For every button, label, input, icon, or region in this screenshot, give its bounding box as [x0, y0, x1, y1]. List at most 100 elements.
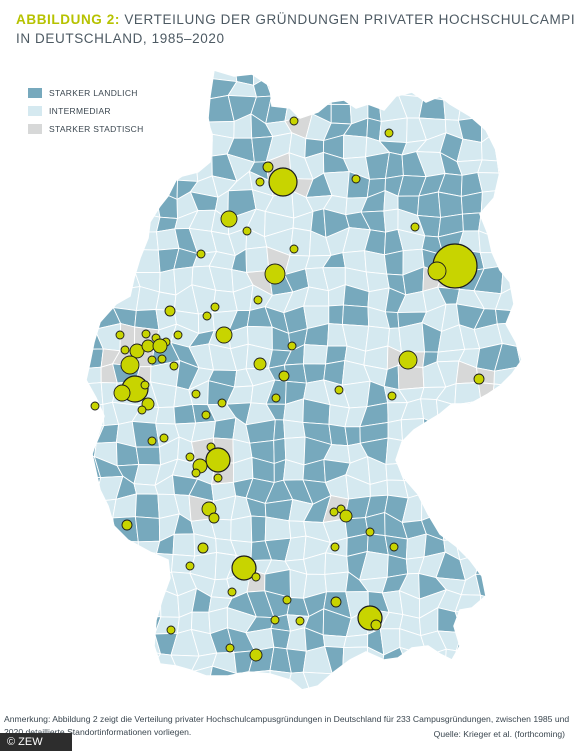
region-tile: [420, 457, 440, 485]
campus-marker: [185, 452, 195, 462]
region-tile: [341, 646, 369, 676]
region-tile: [397, 364, 425, 391]
region-tile: [86, 228, 103, 257]
region-tile: [437, 498, 464, 518]
region-tile: [420, 436, 447, 459]
region-tile: [246, 684, 272, 690]
region-tile: [502, 252, 516, 270]
region-tile: [480, 532, 497, 561]
region-tile: [455, 686, 484, 690]
campus-marker: [169, 361, 179, 371]
campus-marker: [137, 405, 147, 415]
region-tile: [383, 208, 399, 233]
region-tile: [86, 551, 104, 577]
campus-marker: [370, 619, 382, 631]
region-tile: [112, 212, 142, 237]
region-tile: [494, 308, 522, 325]
region-tile: [476, 687, 504, 690]
campus-marker: [295, 616, 305, 626]
region-tile: [113, 611, 136, 630]
legend-swatch-intermediate: [28, 106, 42, 116]
region-tile: [511, 116, 522, 135]
region-tile: [437, 423, 457, 448]
campus-marker: [166, 625, 176, 635]
region-tile: [477, 667, 504, 690]
region-tile: [177, 78, 191, 105]
region-tile: [86, 652, 103, 671]
region-tile: [325, 684, 349, 690]
region-tile: [189, 98, 209, 123]
region-tile: [454, 516, 485, 540]
region-tile: [473, 628, 501, 652]
region-tile: [364, 688, 389, 690]
region-tile: [230, 515, 253, 543]
campus-marker: [120, 355, 140, 375]
region-tile: [386, 685, 408, 690]
region-tile: [171, 103, 192, 121]
region-tile: [385, 437, 404, 465]
region-tile: [495, 614, 516, 630]
region-tile: [86, 306, 98, 330]
region-tile: [498, 189, 521, 220]
campus-marker: [473, 373, 485, 385]
region-tile: [86, 266, 102, 295]
region-tile: [512, 455, 522, 481]
region-tile: [455, 442, 484, 467]
region-tile: [114, 152, 139, 179]
campus-marker: [120, 345, 130, 355]
campus-marker: [278, 370, 290, 382]
campus-marker: [147, 355, 157, 365]
region-tile: [462, 481, 483, 504]
campus-marker: [330, 596, 342, 608]
region-tile: [101, 228, 122, 258]
region-tile: [322, 634, 347, 649]
region-tile: [518, 173, 522, 199]
region-tile: [459, 70, 485, 82]
region-tile: [177, 70, 195, 80]
region-tile: [86, 501, 98, 519]
region-tile: [283, 419, 306, 439]
campus-marker: [220, 210, 238, 228]
region-tile: [194, 685, 212, 690]
campus-marker: [202, 311, 212, 321]
region-tile: [482, 79, 503, 105]
region-tile: [343, 684, 369, 690]
campus-marker: [191, 468, 201, 478]
region-tile: [133, 483, 159, 495]
region-tile: [459, 461, 483, 484]
legend-swatch-urban: [28, 124, 42, 134]
region-tile: [99, 555, 124, 581]
region-tile: [177, 133, 197, 161]
region-tile: [518, 193, 522, 220]
region-tile: [399, 646, 428, 677]
region-tile: [86, 615, 104, 632]
region-tile: [512, 516, 522, 539]
campus-marker: [389, 542, 399, 552]
region-tile: [482, 417, 504, 444]
region-tile: [86, 683, 104, 690]
region-tile: [511, 590, 522, 617]
campus-marker: [365, 527, 375, 537]
region-tile: [98, 668, 117, 690]
region-tile: [86, 627, 103, 655]
region-tile: [500, 70, 520, 83]
campus-marker: [157, 354, 167, 364]
campus-marker: [387, 391, 397, 401]
region-tile: [366, 76, 385, 98]
campus-marker: [141, 329, 151, 339]
campus-marker: [242, 226, 252, 236]
region-tile: [377, 76, 403, 98]
region-tile: [514, 232, 522, 254]
region-tile: [134, 309, 160, 331]
region-tile: [131, 664, 160, 690]
campus-marker: [255, 177, 265, 187]
region-tile: [480, 398, 504, 421]
campus-marker: [215, 326, 233, 344]
region-tile: [153, 663, 179, 690]
region-tile: [511, 497, 522, 522]
title-line-1: VERTEILUNG DER GRÜNDUNGEN PRIVATER HOCHS…: [124, 12, 576, 27]
campus-marker: [282, 595, 292, 605]
region-tile: [495, 552, 518, 579]
campus-marker: [152, 338, 168, 354]
campus-marker: [384, 128, 394, 138]
